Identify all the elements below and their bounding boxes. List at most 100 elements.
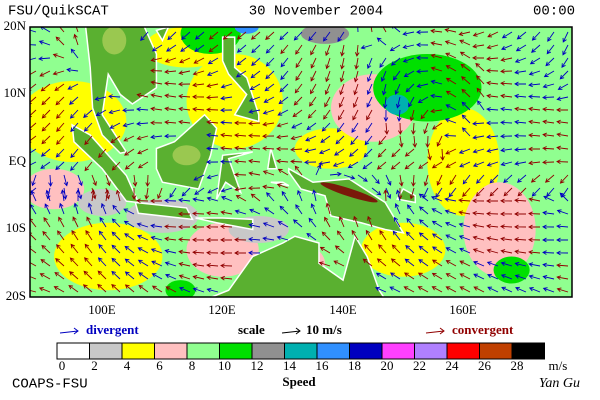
wind-arrow [206,250,219,256]
wind-arrow [352,109,359,121]
speed-patch [385,94,410,115]
wind-arrow [528,262,541,267]
wind-arrow [528,94,541,99]
wind-arrow [545,57,555,67]
wind-arrow [459,286,471,293]
wind-arrow [220,224,233,229]
wind-arrow [458,222,471,228]
wind-arrow [39,273,51,280]
wind-arrow [150,93,163,98]
wind-arrow [82,284,93,293]
wind-arrow [377,148,387,158]
wind-arrow [486,261,499,267]
wind-arrow [136,121,149,126]
wind-arrow [371,174,380,185]
colorbar-label: 12 [251,358,264,373]
wind-arrow [423,122,429,135]
wind-arrow [531,187,541,197]
legend: divergent scale 10 m/s convergent [59,322,514,337]
wind-arrow [528,249,541,255]
wind-arrow [48,174,53,187]
wind-arrow [392,230,401,241]
wind-arrow [445,148,457,155]
wind-arrow [430,93,443,99]
wind-arrow [500,249,513,254]
colorbar-swatch [511,342,545,360]
wind-arrow [310,83,317,95]
wind-arrow [542,287,555,293]
wind-arrow [290,135,303,141]
wind-arrow [40,83,51,92]
wind-arrow [514,224,527,230]
wind-arrow [486,93,499,99]
wind-arrow [234,159,247,164]
colorbar-swatch [349,342,383,360]
wind-arrow [489,187,499,197]
wind-arrow [528,224,540,230]
wind-arrow [164,249,177,254]
wind-arrow [528,287,541,293]
wind-arrow [556,263,569,268]
wind-arrow [418,245,429,254]
wind-arrow [379,230,387,241]
wind-arrow [56,122,65,132]
wind-arrow [206,237,219,243]
wind-arrow [528,274,541,280]
wind-arrow [236,57,247,66]
wind-arrow [367,70,373,83]
wind-arrow [277,221,289,228]
wind-arrow [220,159,233,164]
wind-arrow [55,161,65,171]
wind-arrow [150,57,163,63]
wind-arrow [357,174,368,182]
wind-arrow [444,28,457,33]
wind-arrow [380,70,387,83]
wind-arrow [416,55,429,61]
wind-arrow [445,104,457,111]
wind-arrow [390,57,401,66]
wind-arrow [111,283,121,293]
wind-arrow [514,198,527,203]
wind-arrow [405,244,415,254]
wind-arrow [164,81,177,86]
wind-arrow [30,260,37,267]
wind-arrow [251,44,261,54]
wind-arrow [360,44,373,50]
wind-arrow [77,174,83,187]
wind-arrow [501,44,513,51]
wind-arrow [444,118,457,124]
wind-arrow [307,109,317,119]
wind-arrow [52,70,65,76]
wind-arrow [192,274,205,280]
wind-arrow [194,31,205,40]
wind-arrow [363,148,373,158]
wind-arrow [70,148,79,159]
wind-arrow [462,187,471,197]
wind-arrow [137,234,149,241]
wind-arrow [164,69,177,75]
wind-arrow [192,237,205,243]
wind-arrow [431,272,443,280]
wind-arrow [445,273,457,280]
wind-arrow [150,120,163,126]
colorbar-label: 10 [218,358,231,373]
wind-arrow [220,83,233,89]
wind-arrow [137,161,149,169]
wind-arrow [90,189,96,202]
wind-arrow [559,70,569,80]
wind-arrow [458,210,471,215]
wind-arrow [111,270,121,280]
wind-arrow [292,219,303,228]
wind-arrow [528,237,541,243]
wind-arrow [41,96,51,106]
wind-arrow [98,230,107,241]
wind-arrow [124,271,135,280]
wind-arrow [220,237,233,243]
wind-arrow [556,275,569,280]
map-area [30,27,572,297]
wind-arrow [445,221,457,228]
wind-arrow [432,122,443,130]
wind-arrow [430,53,443,59]
wind-arrow [144,187,150,200]
wind-arrow [409,109,415,122]
